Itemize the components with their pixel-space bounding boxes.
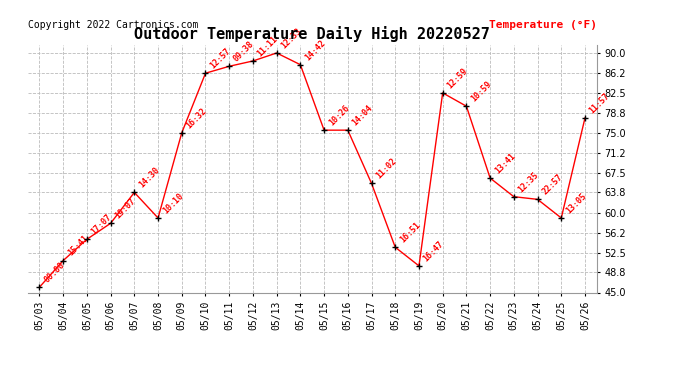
Text: 13:41: 13:41 [493,151,517,175]
Text: Copyright 2022 Cartronics.com: Copyright 2022 Cartronics.com [28,20,198,30]
Text: 16:47: 16:47 [422,239,446,263]
Text: 12:35: 12:35 [517,170,541,194]
Text: 10:10: 10:10 [161,191,185,215]
Text: 12:57: 12:57 [208,46,233,70]
Text: 12:59: 12:59 [446,66,469,90]
Text: 09:38: 09:38 [232,39,256,63]
Text: 13:05: 13:05 [564,191,588,215]
Text: 11:57: 11:57 [588,91,612,115]
Text: 19:07: 19:07 [113,196,137,220]
Text: Temperature (°F): Temperature (°F) [489,20,597,30]
Text: 17:07: 17:07 [90,213,114,237]
Title: Outdoor Temperature Daily High 20220527: Outdoor Temperature Daily High 20220527 [135,27,490,42]
Text: 14:42: 14:42 [303,38,327,62]
Text: 11:11: 11:11 [256,34,279,58]
Text: 11:02: 11:02 [374,157,398,181]
Text: 00:00: 00:00 [42,260,66,284]
Text: 22:57: 22:57 [540,172,564,196]
Text: 10:26: 10:26 [327,104,351,128]
Text: 14:04: 14:04 [351,104,375,128]
Text: 10:59: 10:59 [469,80,493,104]
Text: 14:30: 14:30 [137,166,161,190]
Text: 16:32: 16:32 [184,106,208,130]
Text: 16:51: 16:51 [398,220,422,245]
Text: 12:33: 12:33 [279,26,304,50]
Text: 15:41: 15:41 [66,234,90,258]
